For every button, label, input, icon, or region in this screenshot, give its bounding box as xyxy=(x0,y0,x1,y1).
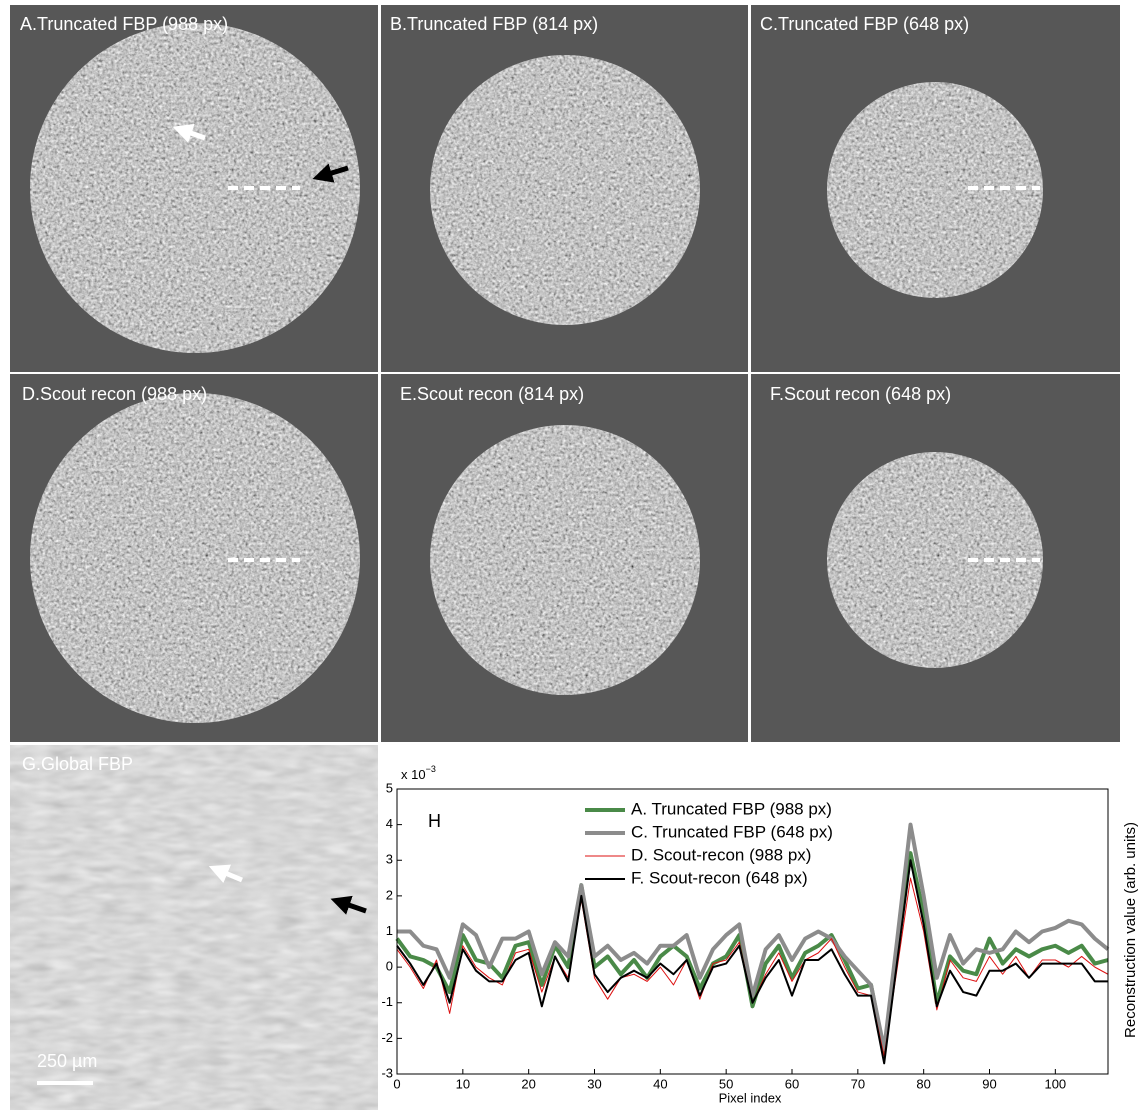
reconstruction-image xyxy=(827,452,1043,668)
x-tick-label: 30 xyxy=(587,1076,601,1091)
panel-title: G.Global FBP xyxy=(22,754,133,774)
panel-title: E.Scout recon (814 px) xyxy=(400,384,584,404)
legend-label: C. Truncated FBP (648 px) xyxy=(631,822,833,841)
y-tick-label: 4 xyxy=(386,816,393,831)
y-tick-label: 0 xyxy=(386,959,393,974)
panel-title: A.Truncated FBP (988 px) xyxy=(20,14,228,34)
panel-title: C.Truncated FBP (648 px) xyxy=(760,14,969,34)
panel-title: D.Scout recon (988 px) xyxy=(22,384,207,404)
reconstruction-image xyxy=(430,425,700,695)
x-axis-label: Pixel index xyxy=(719,1090,782,1105)
y-tick-label: 5 xyxy=(386,780,393,795)
x-tick-label: 20 xyxy=(521,1076,535,1091)
reconstruction-image xyxy=(30,23,360,353)
y-tick-label: -3 xyxy=(381,1065,393,1080)
x-tick-label: 10 xyxy=(456,1076,470,1091)
legend-label: A. Truncated FBP (988 px) xyxy=(631,799,832,818)
panel-title: B.Truncated FBP (814 px) xyxy=(390,14,598,34)
x-tick-label: 60 xyxy=(785,1076,799,1091)
y-axis-label: Reconstruction value (arb. units) xyxy=(1122,822,1139,1038)
legend-label: D. Scout-recon (988 px) xyxy=(631,845,811,864)
y-scale-base: x 10 xyxy=(401,767,426,782)
x-tick-label: 90 xyxy=(982,1076,996,1091)
scale-bar-label: 250 µm xyxy=(37,1051,97,1071)
x-tick-label: 50 xyxy=(719,1076,733,1091)
y-tick-label: -2 xyxy=(381,1030,393,1045)
figure: A.Truncated FBP (988 px) B.Truncated FBP … xyxy=(0,0,1145,1110)
reconstruction-image xyxy=(827,82,1043,298)
x-tick-label: 0 xyxy=(393,1076,400,1091)
y-tick-label: 3 xyxy=(386,852,393,867)
y-tick-label: 1 xyxy=(386,923,393,938)
legend-label: F. Scout-recon (648 px) xyxy=(631,868,808,887)
reconstruction-image xyxy=(30,393,360,723)
y-tick-label: 2 xyxy=(386,887,393,902)
annotation: H xyxy=(428,811,441,831)
x-tick-label: 70 xyxy=(851,1076,865,1091)
x-tick-label: 40 xyxy=(653,1076,667,1091)
x-tick-label: 100 xyxy=(1044,1076,1066,1091)
y-scale-exponent: −3 xyxy=(426,764,436,774)
y-tick-label: -1 xyxy=(381,994,393,1009)
reconstruction-image xyxy=(430,55,700,325)
panel-title: F.Scout recon (648 px) xyxy=(770,384,951,404)
x-tick-label: 80 xyxy=(916,1076,930,1091)
